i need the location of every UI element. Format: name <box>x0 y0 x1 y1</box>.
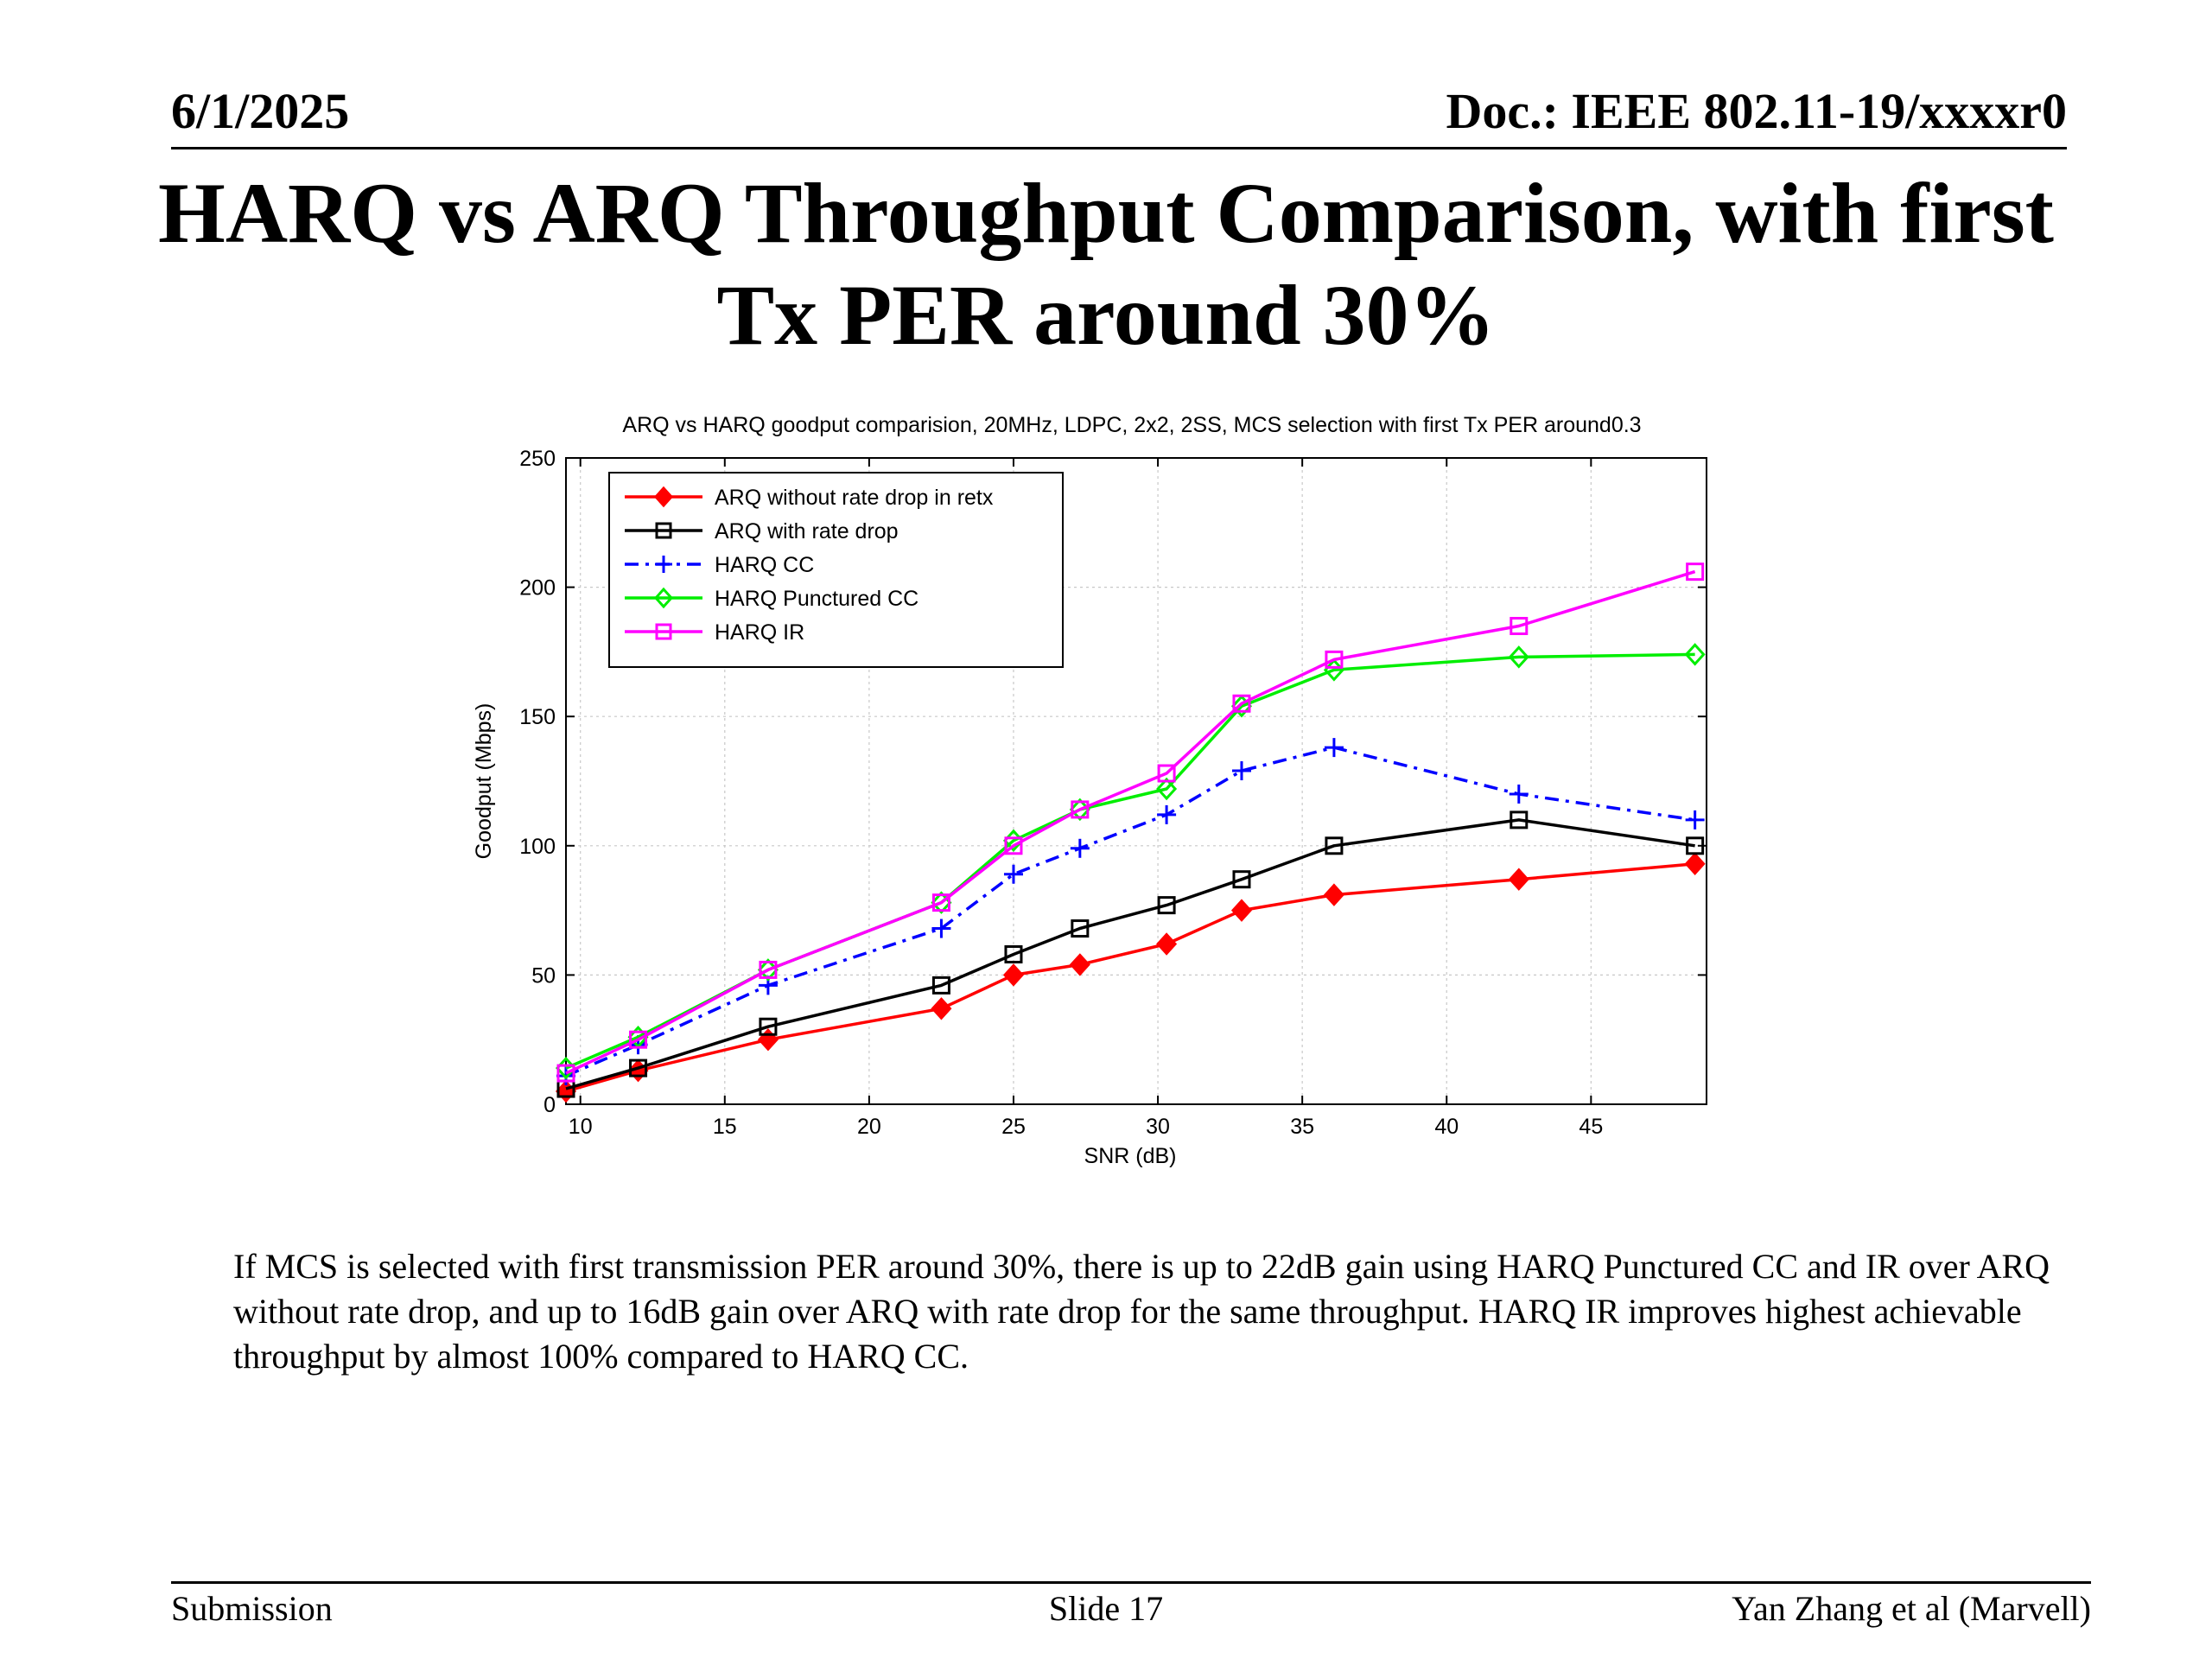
y-tick-label: 0 <box>543 1093 556 1117</box>
data-point-marker <box>1070 838 1090 858</box>
data-point-marker <box>1510 810 1529 830</box>
header-date: 6/1/2025 <box>171 83 350 139</box>
footer-author: Yan Zhang et al (Marvell) <box>1732 1589 2091 1628</box>
data-point-marker <box>931 976 950 995</box>
y-axis-label: Goodput (Mbps) <box>472 703 496 860</box>
data-point-marker <box>1157 896 1176 915</box>
data-point-marker <box>653 486 674 508</box>
series-line <box>565 569 1696 1075</box>
legend-box <box>608 472 1064 668</box>
legend-label: ARQ with rate drop <box>715 519 899 543</box>
x-tick-label: 45 <box>1579 1115 1603 1139</box>
legend-entry: HARQ CC <box>625 553 814 577</box>
series-line <box>565 861 1695 1093</box>
legend-entry: ARQ with rate drop <box>625 519 899 543</box>
series-5 <box>556 563 1705 1083</box>
data-point-marker <box>931 893 950 912</box>
data-point-marker <box>1069 953 1090 976</box>
x-tick-label: 30 <box>1146 1115 1170 1139</box>
legend-entry: HARQ Punctured CC <box>625 587 918 611</box>
data-point-marker <box>759 960 778 979</box>
legend-entry: HARQ IR <box>625 620 804 645</box>
series-line <box>565 818 1695 1090</box>
data-point-marker <box>629 1030 648 1049</box>
y-tick-label: 200 <box>519 576 556 601</box>
x-tick-label: 35 <box>1290 1115 1314 1139</box>
plot-area-frame <box>565 457 1707 1105</box>
x-tick-label: 10 <box>569 1115 593 1139</box>
data-point-marker <box>1684 643 1706 666</box>
header-rule <box>171 147 2067 149</box>
data-point-marker <box>1156 932 1178 956</box>
data-point-marker <box>1230 695 1253 718</box>
data-point-marker <box>1156 777 1178 801</box>
data-point-marker <box>931 997 952 1020</box>
data-point-marker <box>1323 883 1344 906</box>
data-point-marker <box>1003 864 1023 884</box>
data-point-marker <box>556 1064 575 1083</box>
footer-rule <box>171 1581 2091 1584</box>
header-doc-id: Doc.: IEEE 802.11-19/xxxxr0 <box>1446 83 2067 139</box>
data-point-marker <box>655 522 672 539</box>
footer-slide-number: Slide 17 <box>1048 1589 1164 1628</box>
slide-body-text: If MCS is selected with first transmissi… <box>233 1247 2050 1376</box>
axis-ticks: 10 15 20 25 30 35 40 45 0 50 100 150 200 250 <box>519 447 1707 1139</box>
data-point-marker <box>1324 738 1344 758</box>
data-point-marker <box>757 1027 779 1052</box>
data-point-marker <box>1325 650 1344 669</box>
slide-title-line-1: HARQ vs ARQ Throughput Comparison, with … <box>158 165 2054 261</box>
series-3 <box>556 738 1705 1086</box>
x-axis-label: SNR (dB) <box>1084 1144 1177 1168</box>
slide-title-line-2: Tx PER around 30% <box>716 267 1496 363</box>
slide-title: HARQ vs ARQ Throughput Comparison, with … <box>86 162 2126 366</box>
series-2 <box>556 810 1705 1098</box>
data-point-marker <box>1508 868 1529 891</box>
data-point-marker <box>1071 800 1090 819</box>
data-point-marker <box>1684 852 1706 875</box>
legend-entry: ARQ without rate drop in retx <box>625 486 994 510</box>
x-tick-label: 40 <box>1434 1115 1459 1139</box>
data-point-marker <box>1686 563 1705 582</box>
legend-label: HARQ CC <box>715 553 814 577</box>
data-point-marker <box>655 556 672 573</box>
data-point-marker <box>1230 899 1253 922</box>
data-point-marker <box>1157 804 1177 824</box>
y-tick-label: 50 <box>531 963 556 988</box>
data-point-marker <box>1510 616 1529 635</box>
chart-legend: ARQ without rate drop in retx ARQ with ra… <box>608 472 1064 668</box>
data-point-marker <box>759 1017 778 1036</box>
series-lines <box>555 563 1706 1103</box>
data-point-marker <box>1232 694 1251 713</box>
legend-label: HARQ IR <box>715 620 804 645</box>
series-1 <box>555 852 1706 1103</box>
y-tick-label: 150 <box>519 705 556 729</box>
data-point-marker <box>655 623 672 640</box>
data-point-marker <box>1157 764 1176 783</box>
x-tick-label: 15 <box>713 1115 737 1139</box>
data-point-marker <box>629 1058 648 1077</box>
goodput-chart: ARQ vs HARQ goodput comparision, 20MHz, … <box>472 413 1707 1168</box>
data-point-marker <box>1509 784 1529 804</box>
data-point-marker <box>1002 963 1025 987</box>
data-point-marker <box>931 918 951 938</box>
data-point-marker <box>1685 810 1705 830</box>
data-point-marker <box>1071 919 1090 938</box>
footer-submission: Submission <box>171 1589 333 1628</box>
legend-label: ARQ without rate drop in retx <box>715 486 994 510</box>
y-tick-label: 100 <box>519 835 556 859</box>
y-tick-label: 250 <box>519 447 556 471</box>
data-point-marker <box>1231 761 1251 781</box>
data-point-marker <box>653 587 674 609</box>
chart-title: ARQ vs HARQ goodput comparision, 20MHz, … <box>622 413 1641 437</box>
legend-label: HARQ Punctured CC <box>715 587 918 611</box>
x-tick-label: 25 <box>1001 1115 1026 1139</box>
data-point-marker <box>1508 645 1529 669</box>
data-point-marker <box>1325 836 1344 855</box>
data-point-marker <box>1232 870 1251 889</box>
data-point-marker <box>1004 944 1023 963</box>
data-point-marker <box>1004 836 1023 855</box>
x-tick-label: 20 <box>857 1115 881 1139</box>
data-point-marker <box>1686 836 1705 855</box>
series-4 <box>555 643 1706 1080</box>
